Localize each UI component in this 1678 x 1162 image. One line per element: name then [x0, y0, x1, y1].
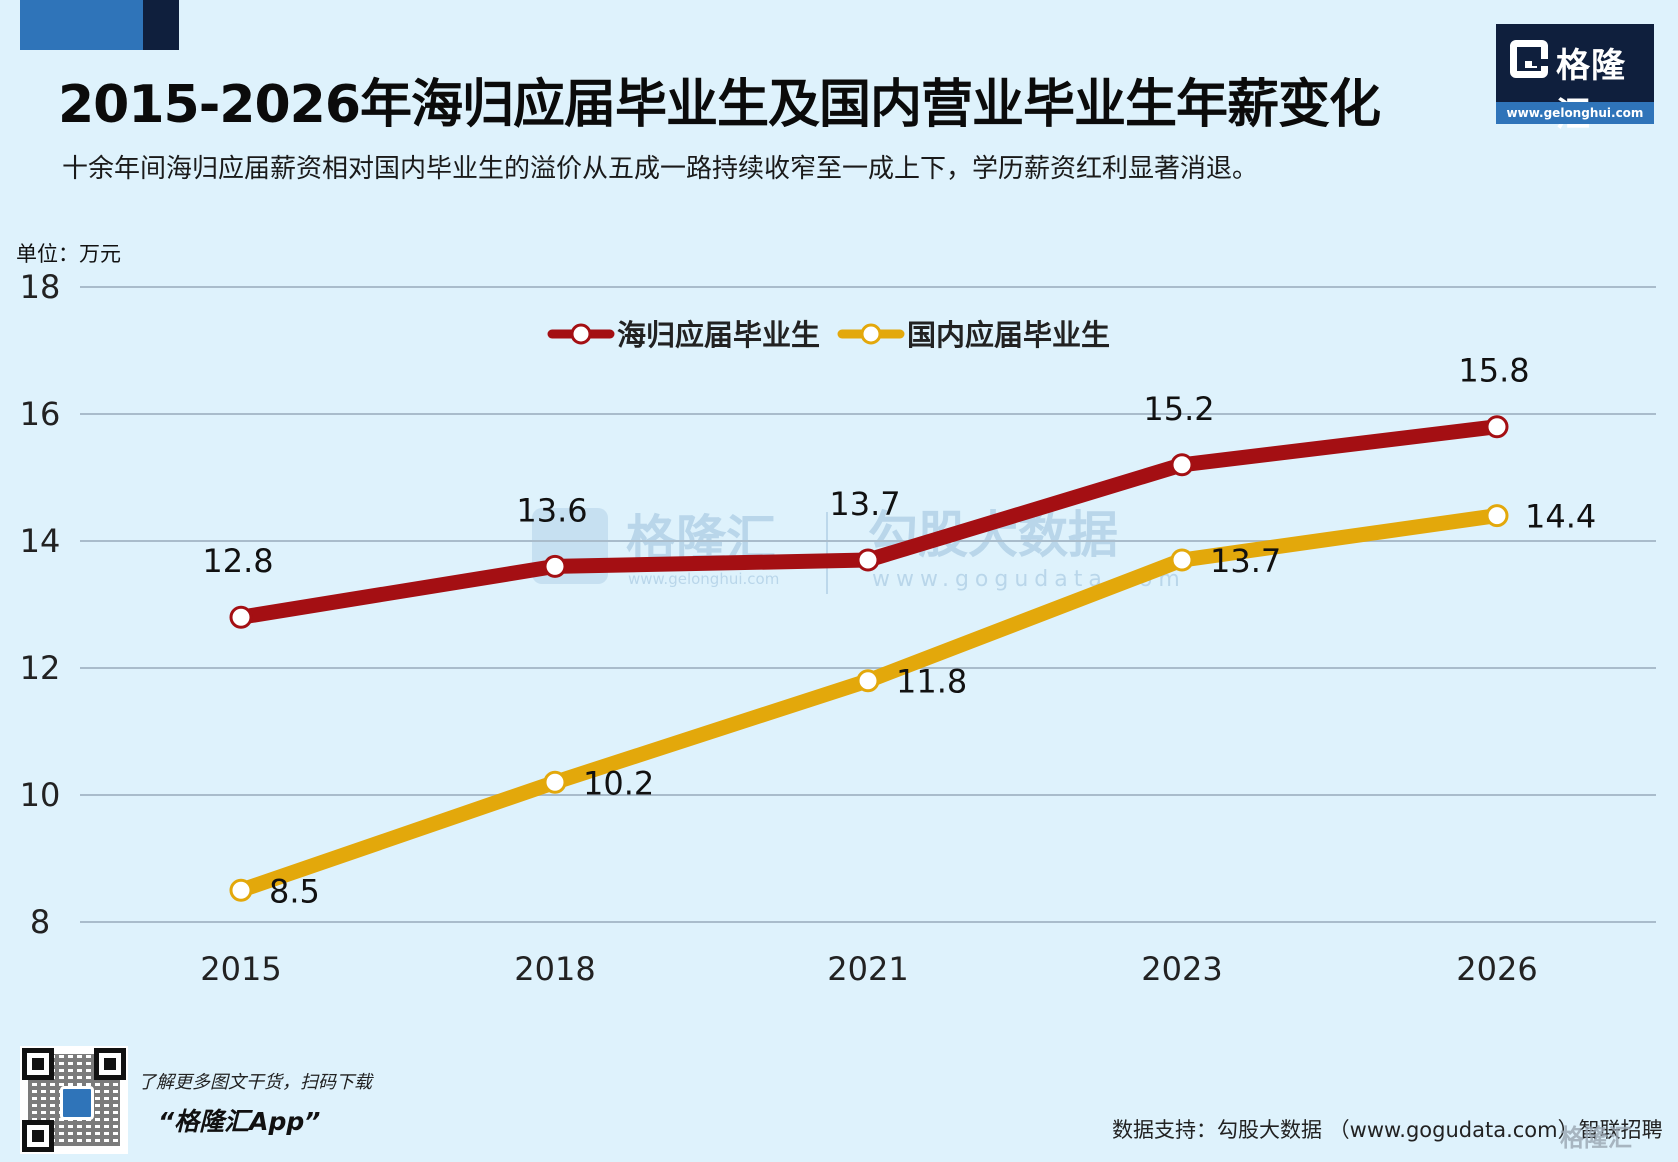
unit-label: 单位：万元 [16, 242, 121, 266]
corner-accent-blue [20, 0, 143, 50]
y-tick-label: 8 [30, 903, 50, 941]
data-label: 15.8 [1458, 352, 1529, 390]
legend-label: 海归应届毕业生 [617, 318, 820, 352]
data-source: 数据支持：勾股大数据 （www.gogudata.com）智联招聘 [1112, 1118, 1663, 1142]
legend-marker [570, 323, 592, 345]
data-point [1170, 453, 1194, 477]
data-point [1170, 548, 1194, 572]
data-point [543, 770, 567, 794]
x-axis: 2015 2018 2021 2023 2026 [200, 950, 1537, 988]
y-tick-label: 10 [20, 776, 61, 814]
app-name: “格隆汇App” [158, 1107, 321, 1136]
app-download-prompt: 了解更多图文干货，扫码下载 [138, 1072, 372, 1093]
data-label: 8.5 [269, 872, 320, 910]
data-label: 15.2 [1143, 390, 1214, 428]
data-label: 10.2 [583, 764, 654, 802]
series-line-1 [233, 508, 1505, 898]
data-point [543, 554, 567, 578]
bottom-watermark: 格隆汇 [1560, 1124, 1632, 1152]
data-label: 13.6 [516, 491, 587, 529]
x-tick-label: 2018 [514, 950, 595, 988]
data-point [1485, 504, 1509, 528]
data-point [229, 878, 253, 902]
qr-logo-icon [60, 1086, 94, 1120]
y-axis: 8 10 12 14 16 18 [20, 268, 61, 941]
data-point [229, 605, 253, 629]
x-tick-label: 2021 [827, 950, 908, 988]
data-label: 14.4 [1525, 498, 1596, 536]
legend-marker [860, 323, 882, 345]
x-tick-label: 2023 [1141, 950, 1222, 988]
grid-lines [80, 286, 1656, 923]
corner-accent-navy [143, 0, 179, 50]
series-group: 12.8 13.6 13.7 15.2 15.8 8.5 10.2 11.8 13.7 14.4 [202, 352, 1596, 911]
logo-url: www.gelonghui.com [1496, 102, 1654, 124]
chart-title: 2015-2026年海归应届毕业生及国内营业毕业生年薪变化 [58, 75, 1381, 135]
y-tick-label: 12 [20, 649, 61, 687]
y-tick-label: 16 [20, 395, 61, 433]
logo-g-icon [1510, 40, 1548, 78]
data-label: 12.8 [202, 542, 273, 580]
watermark-gelonghui-url: www.gelonghui.com [628, 570, 779, 588]
y-tick-label: 18 [20, 268, 61, 306]
data-label: 13.7 [829, 485, 900, 523]
y-tick-label: 14 [20, 522, 61, 560]
data-point [1485, 415, 1509, 439]
data-point [856, 669, 880, 693]
x-tick-label: 2026 [1456, 950, 1537, 988]
x-tick-label: 2015 [200, 950, 281, 988]
gelonghui-logo: 格隆汇 www.gelonghui.com [1496, 24, 1654, 135]
data-label: 11.8 [896, 663, 967, 701]
data-point [856, 548, 880, 572]
chart-subtitle: 十余年间海归应届薪资相对国内毕业生的溢价从五成一路持续收窄至一成上下，学历薪资红… [62, 154, 1259, 184]
legend-label: 国内应届毕业生 [907, 318, 1110, 352]
data-label: 13.7 [1210, 542, 1281, 580]
legend: 海归应届毕业生 国内应届毕业生 [547, 318, 1110, 352]
qr-code [20, 1046, 128, 1154]
